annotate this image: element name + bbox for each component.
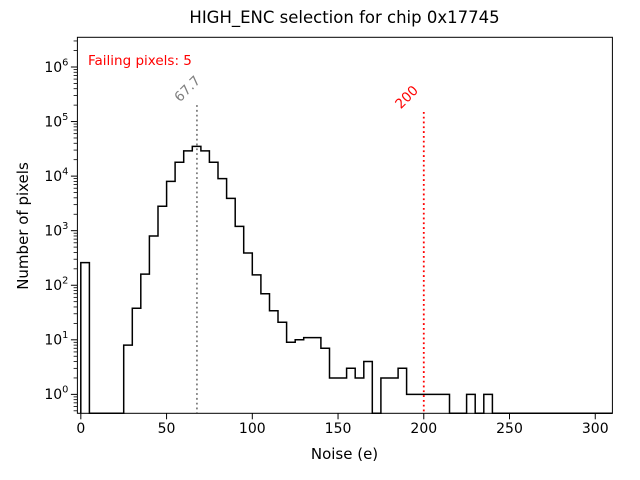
- y-axis-tick-label: 101: [44, 330, 68, 349]
- y-axis-tick-label: 100: [44, 385, 68, 404]
- y-axis-tick-label: 102: [44, 276, 68, 295]
- x-axis-label: Noise (e): [310, 445, 379, 463]
- y-axis-tick-label: 105: [44, 112, 68, 130]
- x-axis-tick-label: 50: [158, 421, 176, 437]
- plot-border: [76, 36, 613, 414]
- y-axis-tick-label: 106: [44, 57, 68, 76]
- y-axis-tick-label: 104: [44, 166, 68, 185]
- failing-threshold-label: 200: [392, 83, 422, 113]
- x-axis-tick-label: 0: [76, 421, 85, 437]
- chart-title: HIGH_ENC selection for chip 0x17745: [189, 8, 500, 27]
- x-axis-tick-label: 250: [496, 421, 523, 437]
- x-axis-tick-label: 300: [582, 421, 609, 437]
- y-axis-label: Number of pixels: [14, 162, 32, 290]
- histogram-outline: [80, 145, 613, 415]
- x-axis-tick-label: 150: [325, 421, 352, 437]
- failing-pixels-annotation: Failing pixels: 5: [88, 53, 192, 69]
- cut-value-label: 67.7: [171, 73, 204, 106]
- x-axis-tick-label: 100: [239, 421, 266, 437]
- x-axis-tick-label: 200: [410, 421, 437, 437]
- y-axis-tick-label: 103: [44, 221, 68, 240]
